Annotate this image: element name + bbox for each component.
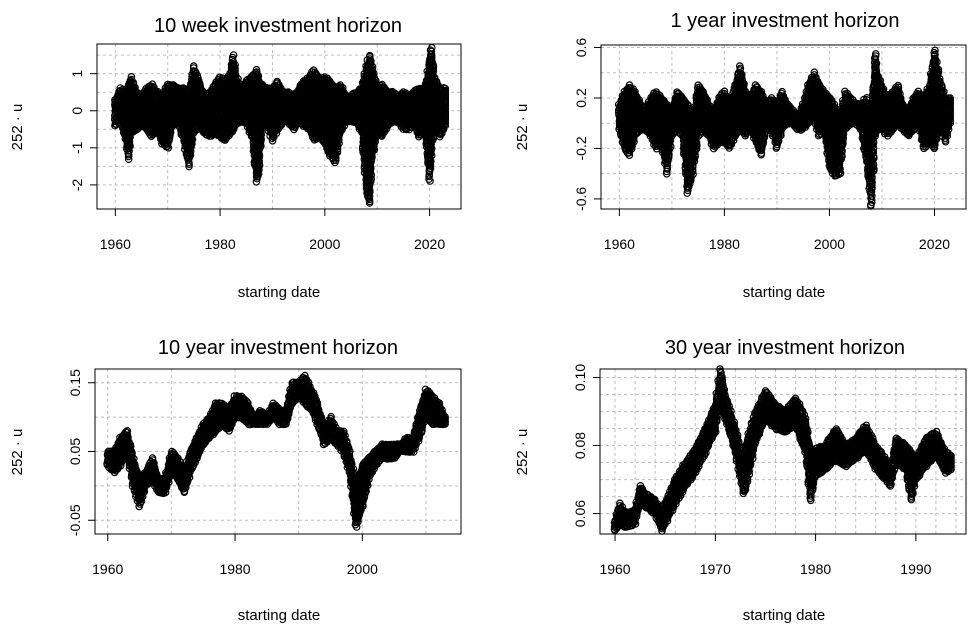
y-tick-label: 1 — [69, 70, 85, 78]
y-tick-label: -1 — [69, 141, 85, 154]
data-point — [124, 155, 133, 164]
data-point — [164, 144, 173, 152]
y-tick-label: 0 — [69, 107, 85, 115]
data-point — [185, 162, 193, 171]
data-point — [426, 177, 434, 185]
y-tick-label: -2 — [69, 178, 85, 191]
data-point — [186, 151, 195, 159]
x-tick-label: 2000 — [309, 236, 340, 252]
chart-title: 1 year investment horizon — [670, 10, 899, 32]
x-tick-label: 1980 — [205, 236, 236, 252]
data-points — [614, 46, 955, 210]
data-point — [166, 131, 174, 140]
y-axis: -2 -1 0 1 — [69, 70, 98, 191]
x-axis-label: starting date — [238, 284, 321, 301]
chart-title: 10 week investment horizon — [154, 15, 402, 37]
data-point — [165, 136, 173, 145]
data-point — [125, 137, 134, 145]
data-point — [185, 160, 193, 169]
data-point — [126, 142, 134, 150]
data-point — [124, 152, 133, 161]
x-tick-label: 2020 — [414, 236, 445, 252]
data-point — [166, 128, 175, 137]
panel-1-year-horizon: 1 year investment horizon 1960 1980 2000 20… — [514, 10, 967, 301]
x-tick-label: 1960 — [100, 236, 131, 252]
data-points — [110, 43, 450, 207]
x-axis: 1960 1980 2000 2020 — [100, 208, 445, 252]
panel-10-week-horizon: 10 week investment horizon 1960 1980 2000 2… — [9, 15, 462, 301]
data-point — [147, 132, 156, 141]
y-axis-label: 252 · u — [9, 104, 26, 151]
